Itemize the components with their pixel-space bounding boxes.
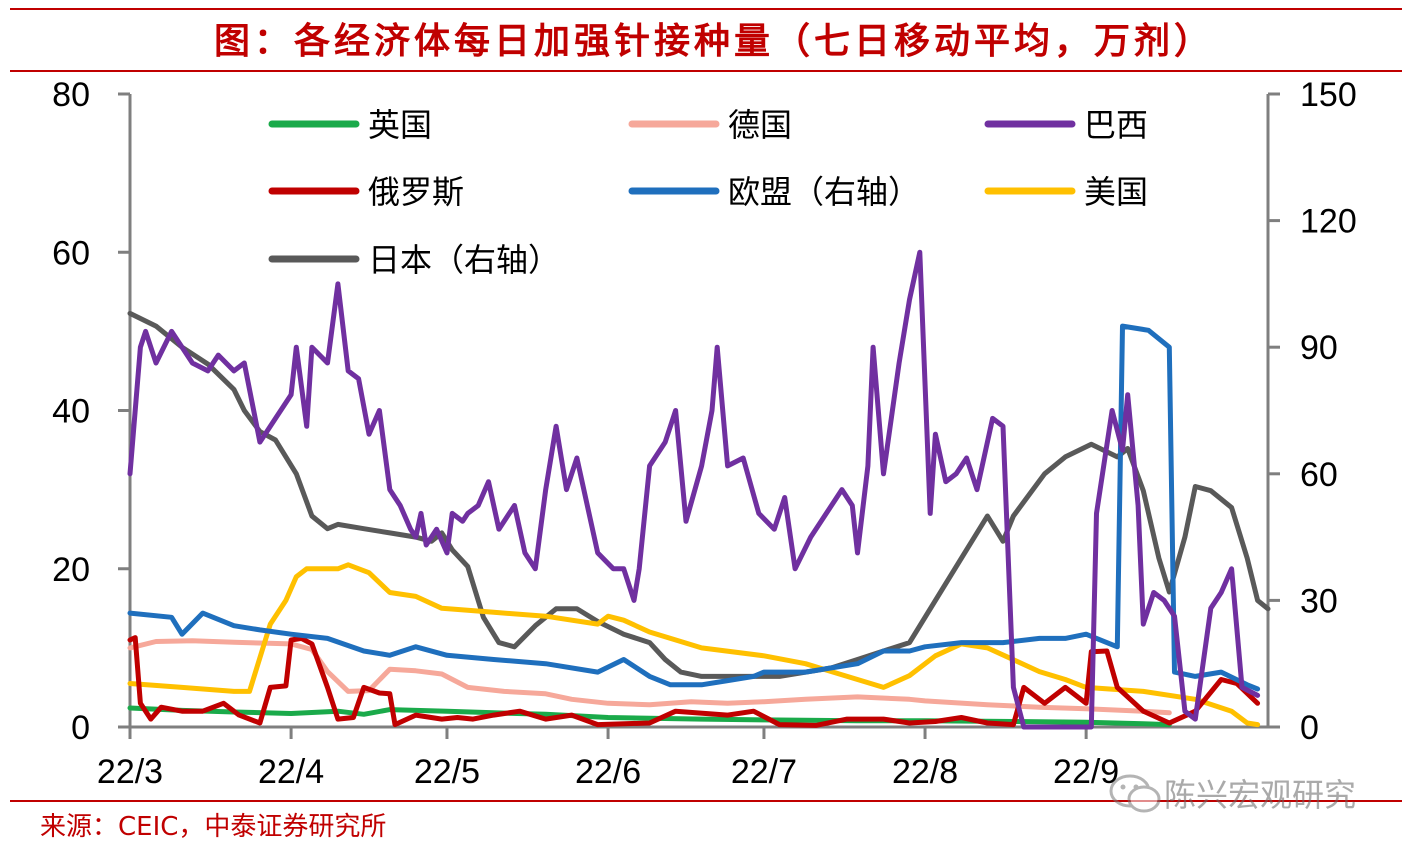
legend-label-4: 欧盟（右轴）	[728, 173, 920, 211]
x-tick-label: 22/5	[414, 753, 480, 791]
legend-label-1: 德国	[728, 106, 792, 144]
wechat-icon	[1109, 774, 1161, 813]
left-tick-label: 0	[71, 709, 90, 747]
right-tick-label: 30	[1300, 582, 1338, 620]
x-tick-label: 22/9	[1053, 753, 1119, 791]
right-tick-label: 150	[1300, 76, 1357, 114]
right-tick-label: 60	[1300, 456, 1338, 494]
series-line-4	[127, 323, 1261, 692]
axes-group: 0 20 40 60 80 0 30 60 90 120 150 22/3 22/4 22/5 22/6 22…	[52, 76, 1357, 791]
left-tick-label: 60	[52, 234, 90, 272]
legend-label-2: 巴西	[1084, 106, 1148, 144]
legend-label-6: 日本（右轴）	[368, 241, 560, 279]
source-note: 来源：CEIC，中泰证券研究所	[40, 812, 387, 842]
series-lines	[127, 249, 1271, 730]
chart-title: 图：各经济体每日加强针接种量（七日移动平均，万剂）	[213, 20, 1214, 62]
x-tick-label: 22/8	[892, 753, 958, 791]
series-line-2	[127, 249, 1261, 730]
right-tick-label: 90	[1300, 329, 1338, 367]
x-tick-label: 22/6	[575, 753, 641, 791]
legend-label-3: 俄罗斯	[368, 173, 464, 211]
x-tick-label: 22/4	[258, 753, 324, 791]
left-tick-label: 20	[52, 551, 90, 589]
title-underline	[10, 70, 1402, 72]
right-tick-label: 0	[1300, 709, 1319, 747]
series-line-1	[127, 638, 1172, 716]
legend-label-5: 美国	[1084, 173, 1148, 211]
x-tick-label: 22/3	[97, 753, 163, 791]
left-tick-label: 80	[52, 76, 90, 114]
right-tick-label: 120	[1300, 203, 1357, 241]
top-rule	[10, 8, 1402, 10]
series-line-3	[127, 635, 1261, 728]
series-line-6	[127, 310, 1271, 679]
watermark: 陈兴宏观研究	[1108, 770, 1356, 816]
legend-label-0: 英国	[368, 106, 432, 144]
x-tick-label: 22/7	[731, 753, 797, 791]
bottom-rule	[10, 800, 1402, 802]
series-line-5	[127, 562, 1261, 728]
left-tick-label: 40	[52, 393, 90, 431]
watermark-text: 陈兴宏观研究	[1164, 776, 1357, 814]
